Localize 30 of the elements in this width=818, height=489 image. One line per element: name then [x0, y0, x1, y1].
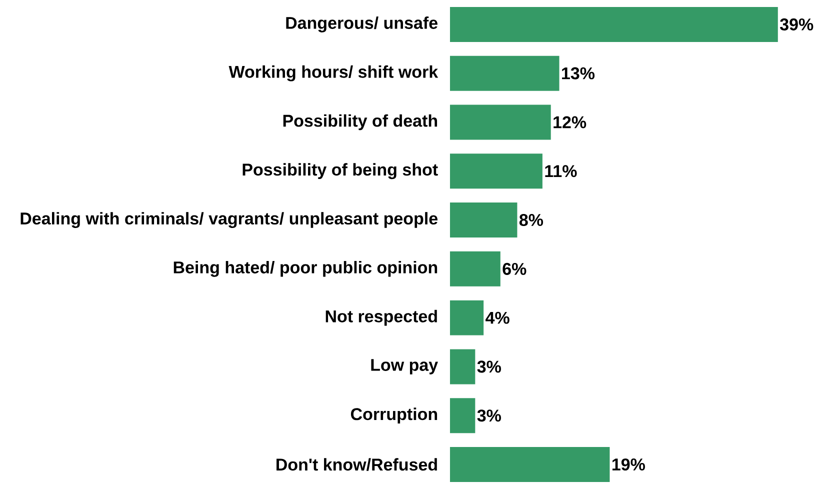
y-tick-label: Possibility of being shot	[242, 163, 438, 180]
data-label: 4%	[486, 312, 510, 324]
data-label: 8%	[519, 214, 544, 226]
data-label: 6%	[502, 262, 526, 275]
bar	[450, 300, 484, 336]
y-tick-label: Dealing with criminals/ vagrants/ unpleasant people	[20, 212, 438, 228]
y-tick-label: Working hours/ shift work	[228, 65, 438, 82]
data-label: 13%	[562, 67, 595, 80]
bar	[450, 202, 518, 238]
y-tick-label: Dangerous/ unsafe	[286, 16, 438, 32]
y-tick-label: Low pay	[371, 359, 438, 374]
bar	[450, 154, 542, 189]
data-label: 3%	[477, 410, 501, 422]
bar	[450, 6, 778, 42]
bar	[450, 251, 500, 286]
data-label: 3%	[477, 360, 501, 373]
bar	[450, 104, 551, 140]
data-label: 11%	[545, 165, 577, 178]
bar	[450, 398, 476, 434]
y-tick-label: Possibility of death	[283, 114, 438, 130]
y-tick-label: Not respected	[326, 310, 437, 326]
data-label: 12%	[554, 116, 586, 128]
bar	[450, 56, 560, 91]
data-label: 39%	[780, 18, 814, 31]
y-tick-label: Being hated/ poor public opinion	[174, 260, 438, 277]
bar	[450, 349, 476, 384]
bar	[450, 447, 610, 482]
y-tick-label: Corruption	[350, 408, 438, 424]
y-tick-label: Don't know/Refused	[276, 458, 437, 471]
data-label: 19%	[612, 458, 645, 471]
